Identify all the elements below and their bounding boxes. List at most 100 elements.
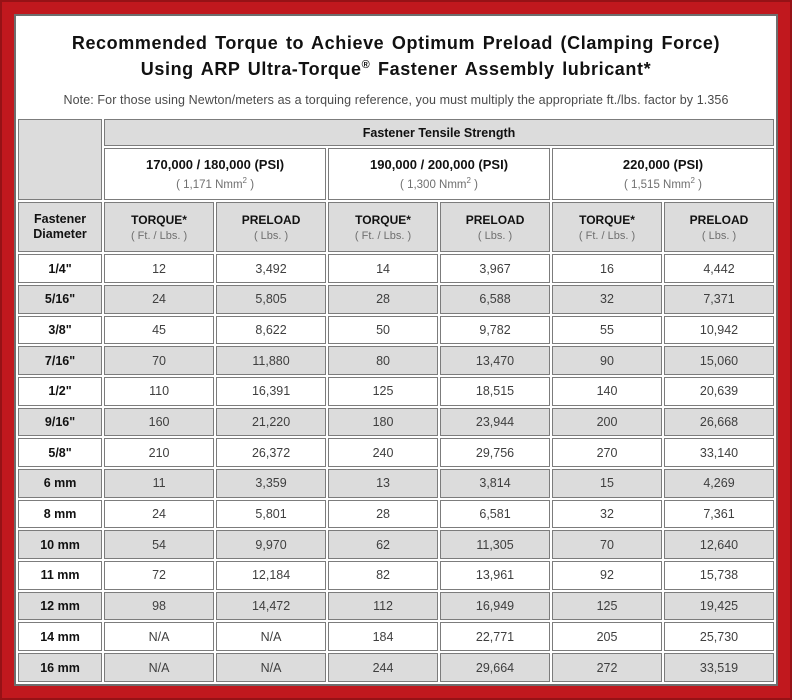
preload-column-header: PRELOAD ( Lbs. ) <box>440 202 551 253</box>
torque-value-cell: 16 <box>552 254 662 283</box>
table-row: 6 mm 11 3,359 13 3,814 15 4,269 <box>18 469 774 498</box>
table-row: 1/4" 12 3,492 14 3,967 16 4,442 <box>18 254 774 283</box>
tensile-strength-header: Fastener Tensile Strength <box>104 119 774 147</box>
preload-value-cell: 3,492 <box>216 254 327 283</box>
preload-value-cell: 12,640 <box>664 530 774 560</box>
preload-value-cell: 9,782 <box>440 315 551 345</box>
diameter-cell: 5/16" <box>18 284 103 314</box>
torque-value-cell: 70 <box>552 530 662 560</box>
torque-spec-table: Fastener Tensile Strength 170,000 / 180,… <box>16 117 776 684</box>
torque-value-cell: 45 <box>104 315 215 345</box>
title-line2-text-after: Fastener Assembly lubricant* <box>370 59 652 80</box>
torque-value-cell: 32 <box>552 284 662 314</box>
table-row: 7/16" 70 11,880 80 13,470 90 15,060 <box>18 346 774 375</box>
nmm-rating-label: ( 1,515 Nmm2 ) <box>624 176 702 192</box>
nmm-rating-label: ( 1,300 Nmm2 ) <box>400 176 478 192</box>
diameter-cell: 1/4" <box>18 254 103 283</box>
preload-value-cell: 9,970 <box>216 530 327 560</box>
fastener-diameter-header: Fastener Diameter <box>18 202 103 253</box>
torque-value-cell: 14 <box>328 254 439 283</box>
diameter-cell: 6 mm <box>18 469 103 498</box>
preload-value-cell: 33,519 <box>664 653 774 682</box>
preload-value-cell: 20,639 <box>664 376 774 406</box>
preload-value-cell: 19,425 <box>664 591 774 621</box>
preload-value-cell: 26,668 <box>664 407 774 437</box>
preload-value-cell: 16,949 <box>440 591 551 621</box>
preload-value-cell: 3,814 <box>440 469 551 498</box>
torque-value-cell: 24 <box>104 284 215 314</box>
torque-value-cell: 72 <box>104 561 215 590</box>
preload-value-cell: 26,372 <box>216 438 327 467</box>
preload-value-cell: 29,664 <box>440 653 551 682</box>
diameter-cell: 9/16" <box>18 407 103 437</box>
table-row: 3/8" 45 8,622 50 9,782 55 10,942 <box>18 315 774 345</box>
table-row: 10 mm 54 9,970 62 11,305 70 12,640 <box>18 530 774 560</box>
torque-value-cell: 28 <box>328 284 439 314</box>
page-title-line1: Recommended Torque to Achieve Optimum Pr… <box>71 33 721 53</box>
preload-value-cell: 12,184 <box>216 561 327 590</box>
preload-value-cell: N/A <box>216 622 327 652</box>
preload-value-cell: 21,220 <box>216 407 327 437</box>
strength-group-190-200: 190,000 / 200,000 (PSI) ( 1,300 Nmm2 ) <box>328 148 551 201</box>
torque-value-cell: 125 <box>328 376 439 406</box>
torque-value-cell: 54 <box>104 530 215 560</box>
psi-rating-label: 170,000 / 180,000 (PSI) <box>146 157 285 173</box>
table-row: 11 mm 72 12,184 82 13,961 92 15,738 <box>18 561 774 590</box>
torque-value-cell: 55 <box>552 315 662 345</box>
preload-value-cell: 7,371 <box>664 284 774 314</box>
diameter-cell: 16 mm <box>18 653 103 682</box>
preload-value-cell: 13,470 <box>440 346 551 375</box>
torque-column-header: TORQUE* ( Ft. / Lbs. ) <box>552 202 662 253</box>
registered-trademark-symbol: ® <box>361 59 371 72</box>
preload-value-cell: 5,805 <box>216 284 327 314</box>
title-block: Recommended Torque to Achieve Optimum Pr… <box>16 16 776 117</box>
diameter-cell: 10 mm <box>18 530 103 560</box>
table-row: 1/2" 110 16,391 125 18,515 140 20,639 <box>18 376 774 406</box>
preload-value-cell: 11,880 <box>216 346 327 375</box>
torque-value-cell: 32 <box>552 499 662 529</box>
preload-column-header: PRELOAD ( Lbs. ) <box>664 202 774 253</box>
preload-value-cell: 11,305 <box>440 530 551 560</box>
torque-value-cell: N/A <box>104 653 215 682</box>
corner-spacer-cell <box>18 119 103 201</box>
preload-value-cell: 6,581 <box>440 499 551 529</box>
psi-rating-label: 220,000 (PSI) <box>622 157 704 173</box>
preload-value-cell: 10,942 <box>664 315 774 345</box>
diameter-cell: 14 mm <box>18 622 103 652</box>
preload-value-cell: 7,361 <box>664 499 774 529</box>
preload-value-cell: 29,756 <box>440 438 551 467</box>
torque-value-cell: 12 <box>104 254 215 283</box>
torque-value-cell: 80 <box>328 346 439 375</box>
strength-group-220: 220,000 (PSI) ( 1,515 Nmm2 ) <box>552 148 774 201</box>
torque-value-cell: 50 <box>328 315 439 345</box>
preload-value-cell: N/A <box>216 653 327 682</box>
torque-value-cell: 11 <box>104 469 215 498</box>
preload-value-cell: 14,472 <box>216 591 327 621</box>
table-row: 8 mm 24 5,801 28 6,581 32 7,361 <box>18 499 774 529</box>
spec-table-body: 1/4" 12 3,492 14 3,967 16 4,442 5/16" 24 5,805 28 6… <box>18 254 774 682</box>
table-row: 5/8" 210 26,372 240 29,756 270 33,140 <box>18 438 774 467</box>
torque-value-cell: 210 <box>104 438 215 467</box>
torque-value-cell: 13 <box>328 469 439 498</box>
table-row: 5/16" 24 5,805 28 6,588 32 7,371 <box>18 284 774 314</box>
torque-value-cell: 184 <box>328 622 439 652</box>
torque-value-cell: 70 <box>104 346 215 375</box>
diameter-cell: 12 mm <box>18 591 103 621</box>
preload-value-cell: 16,391 <box>216 376 327 406</box>
diameter-cell: 3/8" <box>18 315 103 345</box>
title-line2-text: Using ARP Ultra-Torque <box>140 59 362 80</box>
preload-value-cell: 8,622 <box>216 315 327 345</box>
page-title-line2: Using ARP Ultra-Torque® Fastener Assembl… <box>26 56 766 82</box>
table-wrap: Fastener Tensile Strength 170,000 / 180,… <box>16 117 776 684</box>
torque-value-cell: 160 <box>104 407 215 437</box>
torque-value-cell: 82 <box>328 561 439 590</box>
torque-value-cell: N/A <box>104 622 215 652</box>
preload-value-cell: 4,442 <box>664 254 774 283</box>
diameter-cell: 7/16" <box>18 346 103 375</box>
torque-value-cell: 244 <box>328 653 439 682</box>
torque-value-cell: 272 <box>552 653 662 682</box>
torque-value-cell: 140 <box>552 376 662 406</box>
table-row: 16 mm N/A N/A 244 29,664 272 33,519 <box>18 653 774 682</box>
torque-value-cell: 98 <box>104 591 215 621</box>
